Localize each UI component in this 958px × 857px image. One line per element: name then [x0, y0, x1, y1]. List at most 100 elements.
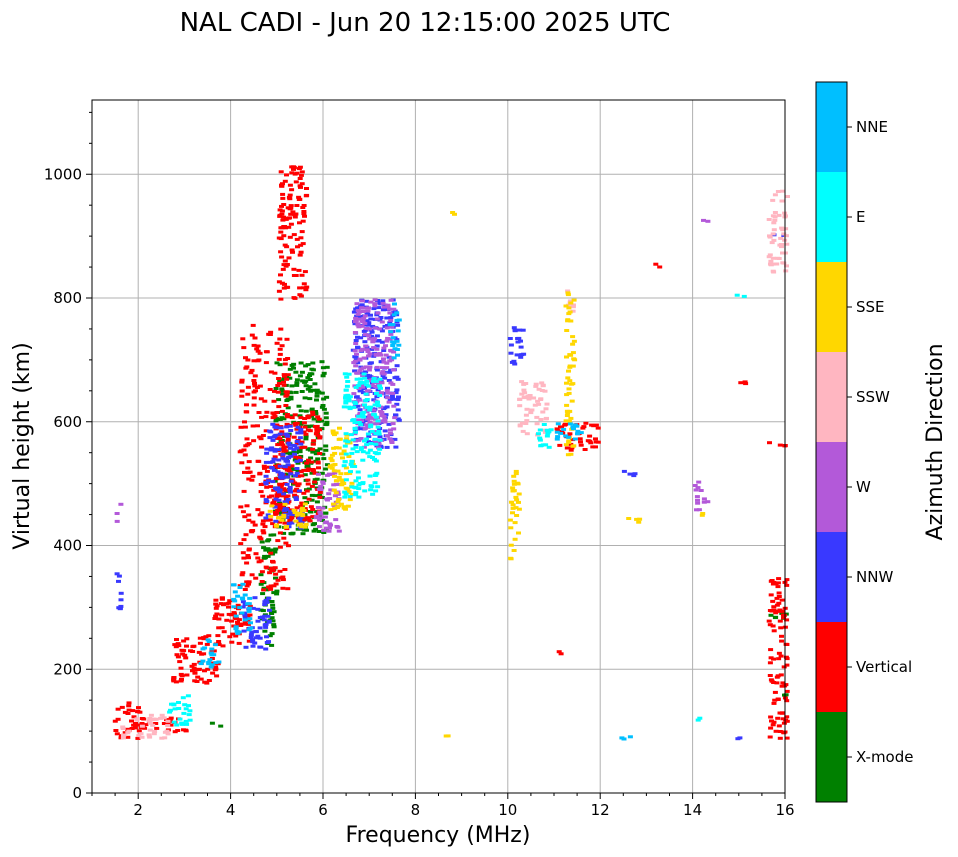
data-point: [296, 195, 302, 199]
data-point: [593, 437, 598, 441]
data-point: [595, 426, 601, 430]
data-point: [268, 330, 274, 334]
data-point: [593, 423, 599, 427]
data-point: [282, 466, 288, 470]
data-point: [323, 511, 329, 515]
data-point: [276, 405, 282, 409]
data-point: [274, 361, 280, 365]
data-point: [544, 434, 550, 438]
data-point: [263, 598, 269, 602]
data-point: [385, 391, 391, 395]
data-point: [298, 173, 304, 177]
data-point: [291, 165, 297, 169]
data-point: [296, 482, 302, 486]
data-point: [262, 554, 268, 558]
data-point: [115, 707, 121, 711]
data-point: [188, 649, 193, 653]
data-point: [263, 361, 269, 365]
data-point: [242, 603, 248, 606]
data-point: [351, 361, 357, 365]
data-point: [280, 192, 286, 196]
data-point: [370, 492, 376, 496]
data-point: [135, 736, 141, 740]
data-point: [778, 626, 784, 630]
data-point: [276, 398, 282, 402]
data-point: [771, 270, 777, 274]
data-point: [276, 498, 282, 502]
data-point: [252, 596, 258, 600]
data-point: [369, 429, 375, 433]
data-point: [284, 482, 290, 486]
data-point: [126, 701, 132, 705]
data-point: [372, 304, 378, 308]
data-point: [377, 384, 383, 388]
data-point: [626, 517, 632, 520]
data-point: [287, 443, 293, 447]
data-point: [255, 634, 261, 638]
data-point: [284, 263, 290, 267]
data-point: [316, 530, 322, 533]
data-point: [391, 368, 397, 372]
data-point: [775, 697, 781, 701]
data-point: [262, 466, 267, 470]
data-point: [570, 342, 576, 346]
data-point: [391, 404, 397, 408]
data-point: [543, 443, 549, 447]
data-point: [301, 286, 306, 290]
data-point: [378, 353, 384, 357]
data-point: [242, 420, 247, 424]
data-point: [113, 729, 119, 732]
data-point: [784, 689, 790, 693]
data-point: [172, 707, 178, 711]
data-point: [363, 423, 369, 427]
y-tick-label: 600: [53, 413, 82, 431]
data-point: [284, 337, 290, 341]
data-point: [267, 509, 273, 513]
data-point: [299, 182, 305, 186]
data-point: [247, 596, 253, 600]
data-point: [264, 469, 270, 473]
x-tick-label: 4: [226, 801, 236, 819]
data-point: [777, 243, 783, 247]
data-point: [292, 452, 297, 456]
data-point: [261, 464, 267, 468]
data-point: [273, 547, 279, 551]
data-point: [224, 618, 230, 622]
data-point: [775, 716, 781, 720]
data-point: [277, 531, 283, 535]
data-point: [317, 447, 323, 451]
data-point: [193, 668, 199, 672]
colorbar-segment: [816, 352, 847, 442]
data-point: [336, 529, 342, 533]
data-point: [784, 264, 789, 268]
data-point: [777, 736, 783, 740]
data-point: [369, 334, 374, 338]
data-point: [255, 424, 260, 428]
data-point: [354, 352, 359, 356]
data-point: [179, 677, 184, 681]
data-point: [353, 430, 358, 434]
data-point: [213, 606, 219, 610]
data-point: [390, 392, 396, 395]
data-point: [242, 611, 248, 615]
data-point: [313, 452, 319, 456]
data-point: [261, 618, 267, 622]
data-point: [254, 386, 260, 389]
data-point: [219, 613, 225, 617]
data-point: [264, 451, 270, 455]
data-point: [248, 626, 254, 630]
data-point: [270, 566, 275, 570]
data-point: [320, 519, 325, 522]
data-point: [244, 437, 250, 441]
colorbar-segment: [816, 172, 847, 262]
data-point: [260, 482, 266, 486]
data-point: [279, 209, 285, 213]
data-point: [386, 379, 392, 382]
data-point: [562, 423, 568, 427]
data-point: [298, 522, 304, 526]
data-point: [126, 729, 132, 733]
data-point: [270, 460, 276, 464]
data-point: [242, 425, 248, 429]
data-point: [767, 609, 773, 612]
data-point: [285, 498, 291, 501]
